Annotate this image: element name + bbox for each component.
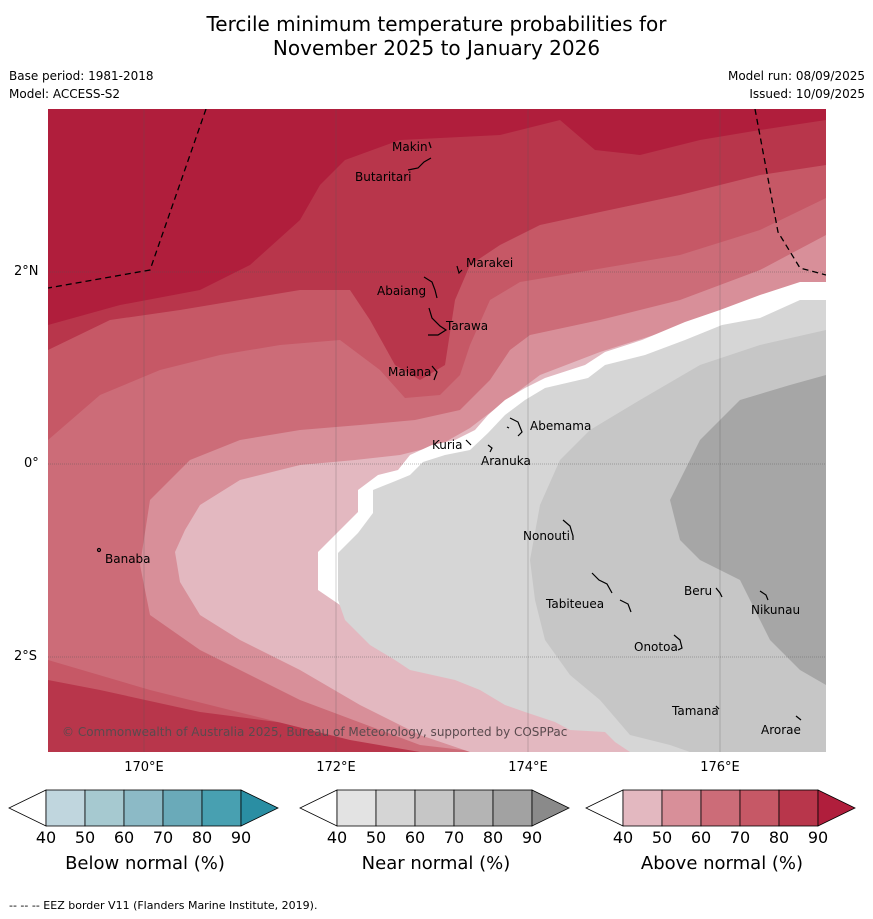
colorbar-near-swatch: [492, 789, 533, 827]
label-abemama: Abemama: [530, 419, 591, 433]
colorbar-above-swatch: [739, 789, 780, 827]
colorbar-above: [585, 789, 856, 827]
eez-footnote: -- -- -- EEZ border V11 (Flanders Marine…: [9, 899, 318, 912]
colorbar-near-max-extend: [531, 789, 570, 827]
colorbar-above-swatch: [700, 789, 741, 827]
colorbar-below-tick: 70: [152, 828, 174, 847]
label-onotoa: Onotoa: [634, 640, 678, 654]
label-nonouti: Nonouti: [523, 529, 570, 543]
copyright-notice: © Commonwealth of Australia 2025, Bureau…: [62, 725, 567, 739]
title-line-1: Tercile minimum temperature probabilitie…: [206, 12, 667, 36]
place-labels: Makin Butaritari Marakei Abaiang Tarawa …: [105, 140, 801, 737]
colorbar-below-label: Below normal (%): [65, 853, 225, 874]
colorbar-above-max-extend: [817, 789, 856, 827]
model-name: Model: ACCESS-S2: [9, 87, 121, 101]
region-near-60: [670, 375, 826, 685]
colorbar-below-swatch: [201, 789, 242, 827]
colorbar-below-swatch: [123, 789, 164, 827]
label-aranuka: Aranuka: [481, 454, 531, 468]
colorbar-below-swatch: [45, 789, 86, 827]
colorbar-above-swatch: [661, 789, 702, 827]
colorbar-near-tick: 80: [482, 828, 504, 847]
colorbar-near-swatch: [414, 789, 455, 827]
label-kuria: Kuria: [432, 438, 463, 452]
label-arorae: Arorae: [761, 723, 801, 737]
colorbar-near-tick: 90: [521, 828, 543, 847]
graticule: [48, 271, 826, 658]
eez-border: [48, 109, 826, 289]
colorbar-above-label: Above normal (%): [640, 853, 804, 874]
title-line-2: November 2025 to January 2026: [272, 36, 601, 60]
islands: [96, 141, 802, 721]
colorbar-near-tick: 40: [326, 828, 348, 847]
map-title: Tercile minimum temperature probabilitie…: [0, 12, 873, 60]
label-nikunau: Nikunau: [751, 603, 800, 617]
colorbar-below-tick: 80: [191, 828, 213, 847]
colorbar-above-tick: 50: [651, 828, 673, 847]
probability-field: Makin Butaritari Marakei Abaiang Tarawa …: [48, 109, 826, 752]
colorbar-below-min-extend: [8, 789, 47, 827]
colorbar-above-tick: 80: [768, 828, 790, 847]
colorbar-near-swatch: [336, 789, 377, 827]
lon-label-172e: 172°E: [316, 760, 356, 775]
colorbar-below-tick: 40: [35, 828, 57, 847]
lat-label-2s: 2°S: [14, 649, 38, 664]
colorbar-below-max-extend: [240, 789, 279, 827]
lon-label-174e: 174°E: [508, 760, 548, 775]
meridians: [143, 109, 721, 752]
lat-label-0: 0°: [24, 456, 39, 471]
colorbar-below-tick: 60: [113, 828, 135, 847]
meta-right: Model run: 08/09/2025 Issued: 10/09/2025: [728, 67, 865, 103]
colorbar-below-swatch: [84, 789, 125, 827]
base-period: Base period: 1981-2018: [9, 69, 154, 83]
label-banaba: Banaba: [105, 552, 151, 566]
colorbar-near-swatches: [299, 789, 570, 827]
label-beru: Beru: [684, 584, 712, 598]
colorbar-near: [299, 789, 570, 827]
label-maiana: Maiana: [388, 365, 431, 379]
colorbar-near-min-extend: [299, 789, 338, 827]
colorbar-near-swatch: [453, 789, 494, 827]
colorbar-above-swatch: [622, 789, 663, 827]
model-run: Model run: 08/09/2025: [727, 69, 865, 83]
lat-label-2n: 2°N: [14, 264, 39, 279]
label-makin: Makin: [392, 140, 428, 154]
colorbar-below-tick: 50: [74, 828, 96, 847]
colorbar-above-swatch: [778, 789, 819, 827]
colorbar-above-tick: 70: [729, 828, 751, 847]
issued-date: Issued: 10/09/2025: [749, 87, 865, 101]
label-tamana: Tamana: [671, 704, 719, 718]
colorbar-below: [8, 789, 279, 827]
label-abaiang: Abaiang: [377, 284, 426, 298]
lon-label-176e: 176°E: [700, 760, 740, 775]
label-butaritari: Butaritari: [355, 170, 412, 184]
colorbar-near-swatch: [375, 789, 416, 827]
colorbar-near-tick: 70: [443, 828, 465, 847]
colorbar-above-min-extend: [585, 789, 624, 827]
label-tarawa: Tarawa: [445, 319, 488, 333]
colorbar-above-tick: 40: [612, 828, 634, 847]
colorbar-above-tick: 60: [690, 828, 712, 847]
colorbar-below-swatches: [8, 789, 279, 827]
meta-left: Base period: 1981-2018 Model: ACCESS-S2: [9, 67, 154, 103]
colorbar-near-tick: 60: [404, 828, 426, 847]
label-tabiteuea: Tabiteuea: [545, 597, 604, 611]
colorbar-above-tick: 90: [807, 828, 829, 847]
colorbar-near-tick: 50: [365, 828, 387, 847]
colorbar-near-label: Near normal (%): [361, 853, 511, 874]
colorbar-below-tick: 90: [230, 828, 252, 847]
label-marakei: Marakei: [466, 256, 513, 270]
colorbar-below-swatch: [162, 789, 203, 827]
lon-label-170e: 170°E: [124, 760, 164, 775]
colorbar-above-swatches: [585, 789, 856, 827]
